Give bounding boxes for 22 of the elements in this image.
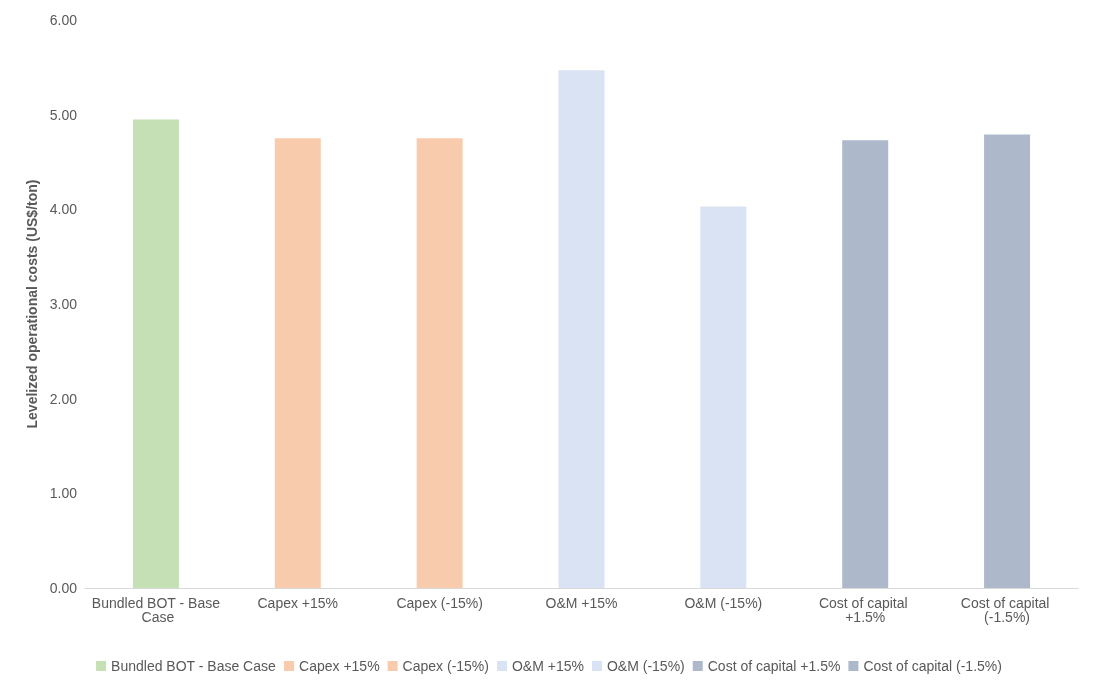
legend-label: O&M +15%: [511, 658, 584, 674]
legend-label: Capex +15%: [299, 658, 380, 674]
y-tick-label: 5.00: [49, 106, 78, 123]
legend-label: Cost of capital (-1.5%): [863, 658, 1002, 674]
x-tick-label: O&M +15%: [545, 595, 618, 611]
x-tick-label: Capex (-15%): [396, 595, 483, 611]
y-tick-label: 4.00: [49, 201, 78, 218]
y-tick-label: 1.00: [49, 485, 78, 502]
y-tick-label: 3.00: [49, 296, 78, 312]
y-tick-label: 2.00: [49, 390, 78, 407]
x-tick-label: Cost of capital (-1.5%): [960, 595, 1054, 625]
x-tick-label: Capex +15%: [257, 595, 339, 611]
x-tick-label: Cost of capital +1.5%: [818, 595, 912, 625]
legend-label: O&M (-15%): [606, 658, 685, 674]
y-axis-title: Levelized operational costs (US$/ton): [23, 179, 40, 429]
x-tick-label: Bundled BOT - Base Case: [91, 595, 221, 625]
x-tick-label: O&M (-15%): [684, 595, 763, 611]
legend-label: Cost of capital +1.5%: [707, 658, 841, 674]
y-tick-label: 0.00: [49, 580, 78, 596]
legend-label: Capex (-15%): [402, 658, 489, 674]
y-tick-label: 6.00: [49, 12, 78, 28]
legend-label: Bundled BOT - Base Case: [111, 658, 277, 674]
